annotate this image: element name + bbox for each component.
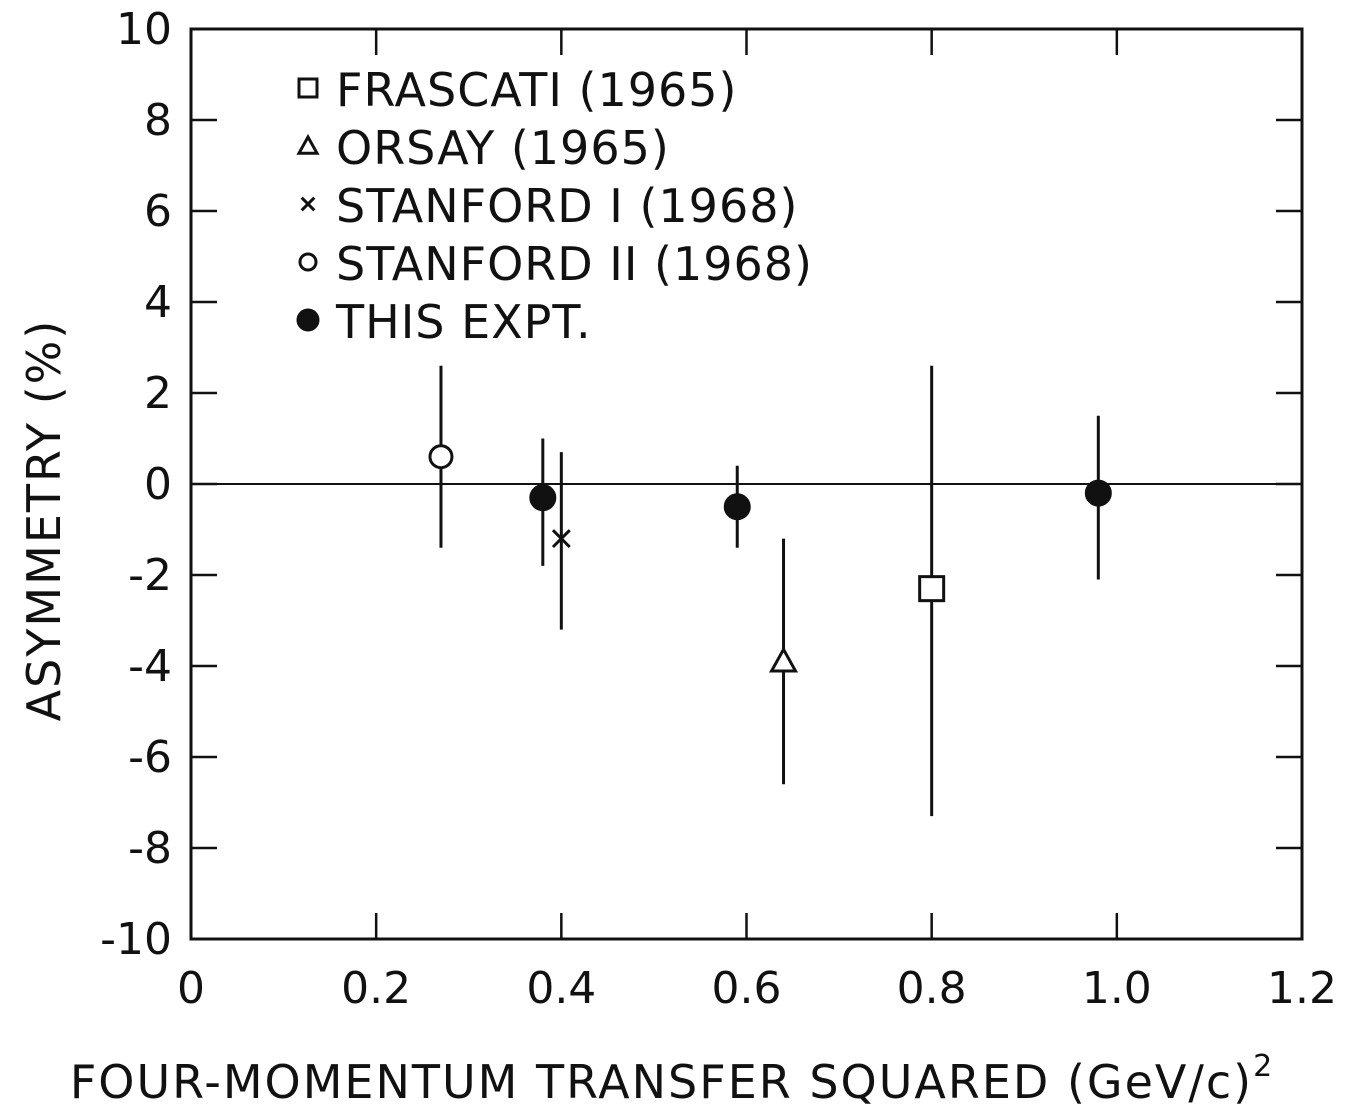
y-axis: 10 8 6 4 2 0 -2 -4 -6 -8 -10 [100,4,1302,965]
x-axis: 0 0.2 0.4 0.6 0.8 1.0 1.2 [177,29,1337,1014]
x-tick-label: 0.2 [341,963,411,1014]
y-tick-label: -4 [128,641,172,692]
marker-open-circle [298,252,318,272]
y-axis-title: ASYMMETRY (%) [17,319,71,722]
x-tick-label: 0.8 [897,963,967,1014]
legend-entry: ORSAY (1965) [296,121,670,175]
x-tick-label: 0 [177,963,205,1014]
marker-open-circle [428,444,454,470]
data-point [529,438,557,566]
legend: FRASCATI (1965)ORSAY (1965)STANFORD I (1… [296,63,813,349]
y-tick-label: -10 [100,914,172,965]
data-point [1084,415,1112,580]
x-axis-title: FOUR-MOMENTUM TRANSFER SQUARED (GeV/c) [70,1055,1253,1109]
data-point [428,365,454,548]
legend-entry: THIS EXPT. [296,295,592,349]
marker-square [918,575,946,603]
legend-label: STANFORD I (1968) [336,179,798,233]
marker-filled-circle [1084,479,1112,507]
y-tick-label: 0 [144,459,172,510]
data-point [768,538,799,785]
y-tick-label: 4 [144,277,172,328]
y-tick-label: 10 [116,4,172,55]
x-tick-label: 0.6 [712,963,782,1014]
legend-label: FRASCATI (1965) [336,63,738,117]
marker-filled-circle [529,484,557,512]
data-point [918,365,946,817]
legend-label: STANFORD II (1968) [336,237,813,291]
x-axis-title-group: FOUR-MOMENTUM TRANSFER SQUARED (GeV/c)2 [70,1049,1274,1109]
x-tick-label: 1.0 [1082,963,1152,1014]
y-tick-label: -8 [128,823,172,874]
y-tick-label: -2 [128,550,172,601]
y-tick-label: 6 [144,186,172,237]
marker-filled-circle [723,493,751,521]
y-tick-label: 8 [144,95,172,146]
x-tick-label: 1.2 [1267,963,1337,1014]
legend-label: ORSAY (1965) [336,121,670,175]
marker-cross-b [300,196,316,212]
marker-filled-circle [296,308,320,332]
y-tick-label: 2 [144,368,172,419]
marker-triangle [296,133,320,155]
marker-cross-b [551,529,571,549]
data-point [551,452,571,630]
marker-triangle [768,646,799,673]
legend-label: THIS EXPT. [335,295,592,349]
x-axis-title-superscript: 2 [1253,1049,1274,1084]
legend-entry: STANFORD II (1968) [298,237,813,291]
data-points [428,365,1112,817]
marker-square [297,77,319,99]
legend-entry: STANFORD I (1968) [300,179,798,233]
data-point [723,465,751,548]
legend-entry: FRASCATI (1965) [297,63,738,117]
y-tick-label: -6 [128,732,172,783]
x-tick-label: 0.4 [526,963,596,1014]
